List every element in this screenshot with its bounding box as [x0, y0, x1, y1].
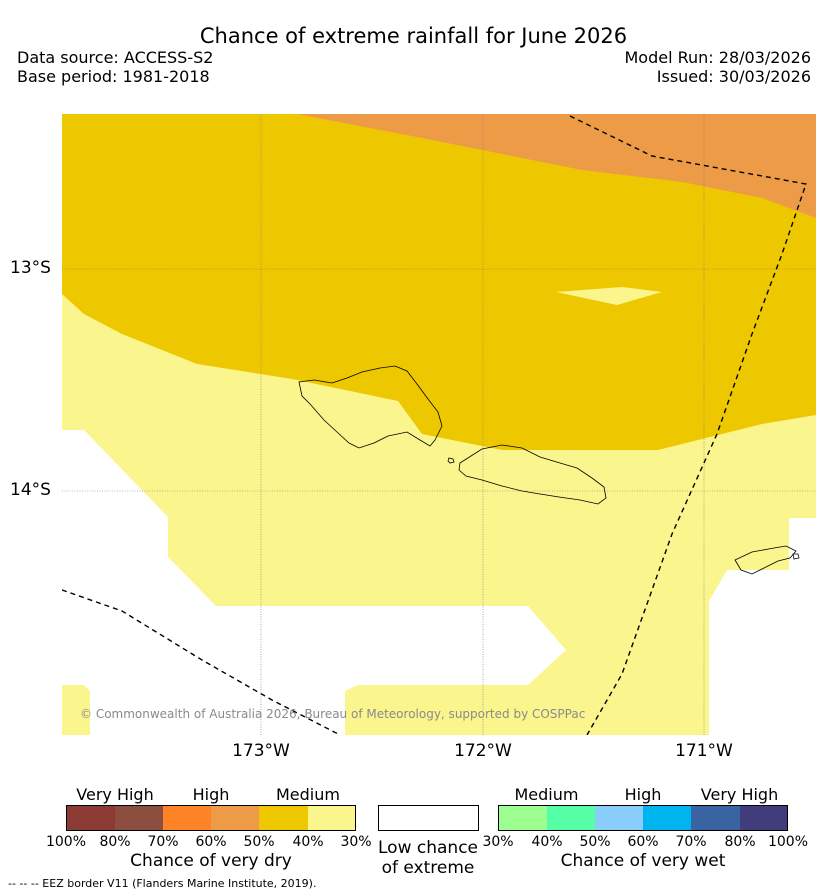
dry-40-50-region — [62, 114, 816, 450]
dry-category-high: High — [192, 785, 230, 804]
eez-border-west — [62, 589, 341, 735]
wet-tick: 60% — [627, 834, 659, 850]
dry-tick: 60% — [195, 834, 227, 850]
wet-category-high: High — [624, 785, 662, 804]
dry-30-40-patch — [556, 287, 662, 305]
wet-scale-label: Chance of very wet — [560, 851, 726, 871]
low-chance-swatch — [378, 805, 479, 831]
lon-label-171w: 171°W — [675, 741, 733, 761]
source-info: Data source: ACCESS-S2 Base period: 1981… — [17, 48, 213, 86]
model-run: Model Run: 28/03/2026 — [624, 48, 812, 67]
manono-island — [447, 457, 455, 464]
dry-tick: 50% — [243, 834, 275, 850]
dry-category-medium: Medium — [276, 785, 340, 804]
low-chance-line1: Low chance — [378, 838, 478, 858]
savaii-island — [298, 365, 443, 449]
dry-tick: 30% — [340, 834, 372, 850]
low-chance-line2: of extreme — [381, 858, 475, 878]
wet-tick: 50% — [579, 834, 611, 850]
dry-tick: 40% — [292, 834, 324, 850]
wet-tick: 70% — [675, 834, 707, 850]
wet-category-medium: Medium — [514, 785, 579, 804]
dry-tick: 100% — [45, 834, 87, 850]
map-title: Chance of extreme rainfall for June 2026 — [199, 24, 628, 48]
wet-tick: 30% — [482, 834, 514, 850]
tutuila-island — [734, 545, 797, 575]
upolu-island — [458, 444, 607, 505]
map-canvas — [62, 114, 816, 735]
eez-border-note: -- -- -- EEZ border V11 (Flanders Marine… — [8, 877, 317, 890]
dry-50-60-region — [297, 114, 816, 218]
copyright-notice: © Commonwealth of Australia 2026, Bureau… — [80, 707, 586, 721]
lon-label-172w: 172°W — [454, 741, 512, 761]
dry-scale-frame — [66, 805, 356, 831]
dry-tick: 70% — [147, 834, 179, 850]
dry-tick: 80% — [99, 834, 131, 850]
dry-scale-label: Chance of very dry — [130, 851, 292, 871]
aunuu-island — [792, 553, 800, 560]
run-info: Model Run: 28/03/2026 Issued: 30/03/2026 — [625, 48, 812, 86]
low-chance-label: Low chance of extreme — [368, 838, 488, 878]
islands — [298, 365, 800, 575]
wet-category-very-high: Very High — [700, 785, 779, 804]
wet-tick: 100% — [767, 834, 809, 850]
eez-border-east — [569, 115, 807, 735]
lat-label-13s: 13°S — [10, 258, 51, 278]
issued-date: Issued: 30/03/2026 — [656, 67, 811, 86]
data-source: Data source: ACCESS-S2 — [17, 48, 214, 67]
lon-label-173w: 173°W — [232, 741, 290, 761]
wet-tick: 40% — [531, 834, 563, 850]
base-period: Base period: 1981-2018 — [17, 67, 210, 86]
wet-tick: 80% — [724, 834, 756, 850]
map-gridlines — [62, 114, 816, 735]
dry-category-very-high: Very High — [76, 785, 154, 804]
lat-label-14s: 14°S — [10, 480, 51, 500]
wet-scale-frame — [498, 805, 788, 831]
dry-30-40-corner — [62, 685, 90, 735]
eez-borders — [62, 115, 807, 735]
map-area — [62, 114, 816, 735]
